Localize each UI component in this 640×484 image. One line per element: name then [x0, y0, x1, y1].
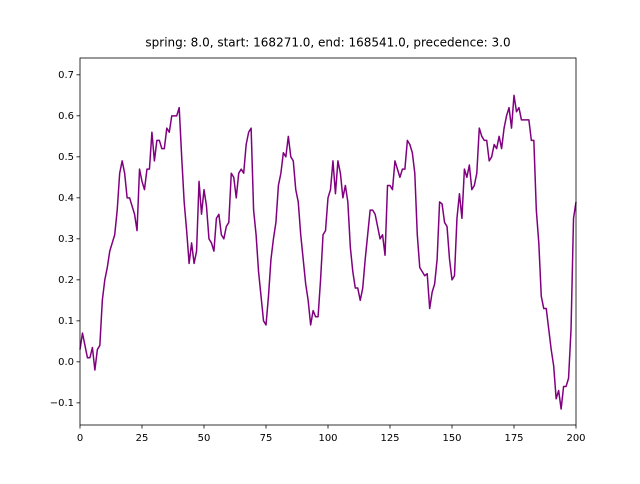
x-tick-label: 200 — [566, 433, 585, 444]
x-tick-label: 50 — [198, 433, 211, 444]
y-tick-label: −0.1 — [50, 398, 74, 409]
plot-frame — [79, 57, 577, 426]
x-tick-label: 25 — [136, 433, 149, 444]
y-tick-label: 0.4 — [58, 193, 74, 204]
y-tick-label: 0.1 — [58, 316, 74, 327]
x-tick-label: 75 — [260, 433, 273, 444]
line-series — [79, 94, 577, 410]
x-tick-label: 150 — [442, 433, 461, 444]
x-tick-label: 100 — [318, 433, 337, 444]
y-tick-label: 0.7 — [58, 70, 74, 81]
y-tick-label: 0.5 — [58, 152, 74, 163]
x-tick-label: 125 — [380, 433, 399, 444]
x-tick-label: 175 — [504, 433, 523, 444]
y-tick-label: 0.2 — [58, 275, 74, 286]
y-tick-label: 0.3 — [58, 234, 74, 245]
y-tick-label: 0.0 — [58, 357, 74, 368]
chart-title: spring: 8.0, start: 168271.0, end: 16854… — [145, 36, 510, 50]
x-tick-label: 0 — [77, 433, 83, 444]
y-tick-label: 0.6 — [58, 111, 74, 122]
